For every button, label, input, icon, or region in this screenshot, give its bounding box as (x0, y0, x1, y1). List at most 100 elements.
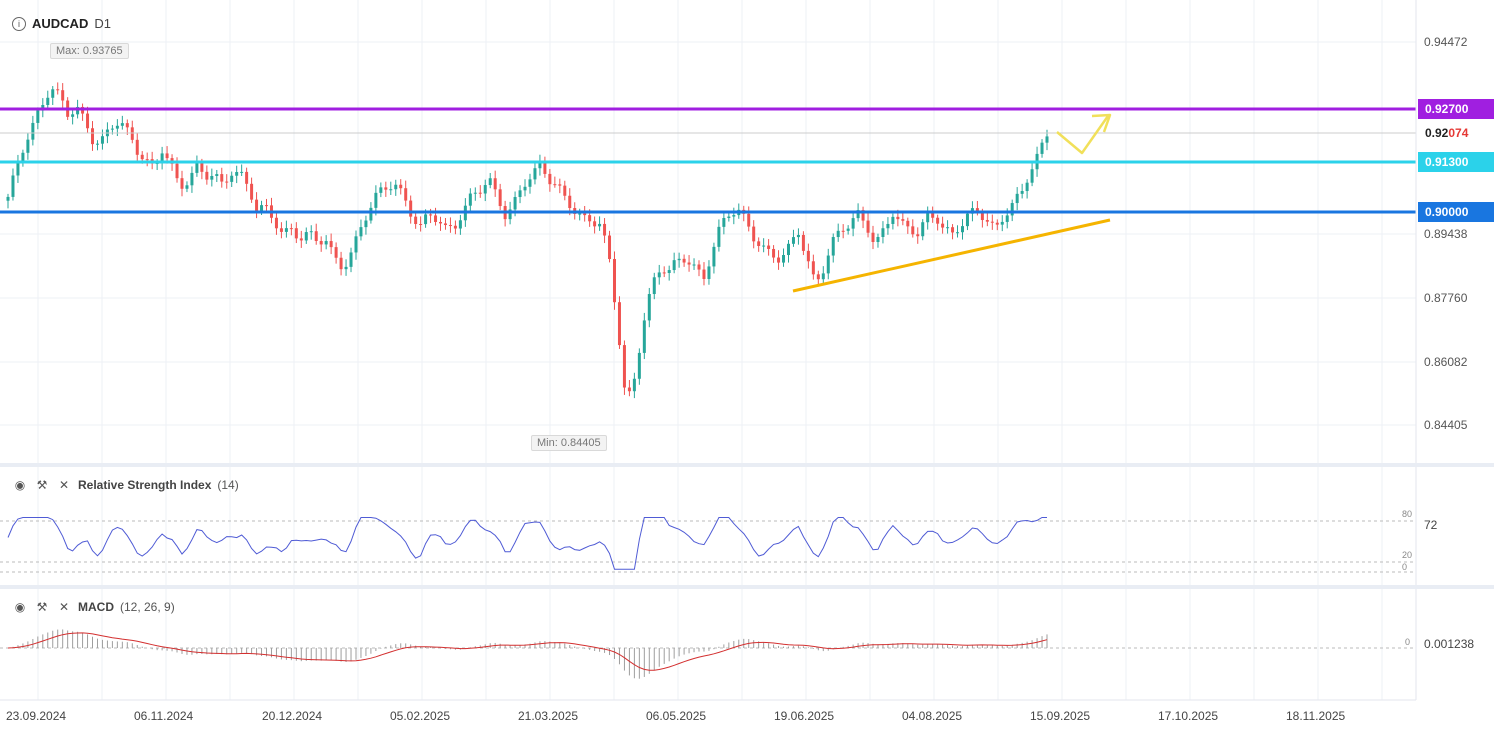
candle-body (354, 236, 358, 253)
current-price-label: 0.92074 (1425, 126, 1469, 140)
candle-body (732, 215, 736, 217)
candle-body (429, 214, 433, 216)
candle-body (394, 184, 398, 190)
candle-body (707, 266, 711, 279)
forecast-arrow[interactable] (1056, 115, 1110, 155)
candle-body (896, 216, 900, 220)
candle-body (831, 237, 835, 256)
candle-body (782, 255, 786, 263)
candle-body (299, 238, 303, 241)
candle-body (95, 143, 99, 145)
candle-body (990, 221, 994, 223)
price-tick-label: 0.94472 (1424, 35, 1468, 49)
time-tick-label: 04.08.2025 (902, 709, 962, 723)
candle-body (448, 225, 452, 227)
candle-body (583, 213, 587, 216)
candle-body (145, 159, 149, 161)
candle-body (419, 224, 423, 226)
candle-body (294, 228, 298, 239)
candle-body (747, 213, 751, 227)
candle-body (349, 252, 353, 267)
candle-body (608, 235, 612, 260)
macd-current-value: 0.001238 (1424, 637, 1474, 651)
candle-body (86, 113, 90, 129)
candle-body (642, 320, 646, 353)
wrench-icon[interactable]: ⚒ (36, 478, 48, 492)
candle-body (374, 192, 378, 208)
candle-body (210, 175, 214, 180)
candle-body (603, 223, 607, 236)
candle-body (752, 226, 756, 242)
macd-panel: 0 0.001238 (0, 629, 1474, 679)
candle-body (364, 220, 368, 228)
close-icon[interactable]: ✕ (58, 478, 70, 492)
macd-params: (12, 26, 9) (120, 600, 175, 614)
candle-body (667, 270, 671, 274)
price-tick-label: 0.84405 (1424, 418, 1468, 432)
candle-body (493, 178, 497, 190)
wrench-icon[interactable]: ⚒ (36, 600, 48, 614)
candle-body (816, 274, 820, 280)
candle-body (240, 171, 244, 173)
candle-body (717, 226, 721, 247)
candle-body (617, 302, 621, 346)
candle-body (682, 258, 686, 263)
level-badge[interactable] (1418, 152, 1494, 172)
candle-body (424, 214, 428, 225)
eye-icon[interactable]: ◉ (14, 600, 26, 614)
info-icon[interactable]: i (12, 16, 26, 31)
price-tick-label: 0.89438 (1424, 227, 1468, 241)
candle-body (314, 231, 318, 241)
candle-body (588, 215, 592, 222)
panel-separator-rsi[interactable] (0, 463, 1494, 467)
rising-trendline[interactable] (792, 218, 1111, 293)
candle-body (359, 227, 363, 237)
panel-separator-macd[interactable] (0, 585, 1494, 589)
candle-body (165, 153, 169, 159)
candle-body (11, 175, 15, 197)
candle-body (71, 114, 75, 117)
candle-body (185, 185, 189, 189)
candle-body (956, 232, 960, 234)
candle-body (180, 178, 184, 189)
candle-body (120, 123, 124, 126)
candle-body (439, 221, 443, 224)
candle-body (846, 228, 850, 231)
candle-body (672, 260, 676, 271)
candle-body (821, 273, 825, 280)
level-badge[interactable] (1418, 99, 1494, 119)
candle-body (921, 222, 925, 237)
candle-body (861, 210, 865, 221)
close-icon[interactable]: ✕ (58, 600, 70, 614)
candle-body (309, 231, 313, 233)
candle-body (523, 186, 527, 191)
eye-icon[interactable]: ◉ (14, 478, 26, 492)
candle-body (468, 193, 472, 206)
candle-body (1025, 182, 1029, 192)
time-tick-label: 23.09.2024 (6, 709, 66, 723)
current-price-prefix: 0.92 (1425, 126, 1449, 140)
candle-body (508, 209, 512, 220)
candle-body (399, 184, 403, 189)
candle-body (369, 207, 373, 221)
candle-body (160, 153, 164, 163)
candle-body (284, 228, 288, 232)
level-badge[interactable] (1418, 202, 1494, 222)
candle-body (279, 228, 283, 232)
candle-body (677, 258, 681, 261)
candle-body (245, 171, 249, 184)
macd-header: ◉ ⚒ ✕ MACD (12, 26, 9) (12, 599, 175, 615)
candle-body (215, 174, 219, 176)
current-price-suffix: 074 (1448, 126, 1468, 140)
candle-body (1015, 193, 1019, 204)
candle-body (265, 205, 269, 207)
candle-body (806, 250, 810, 262)
grid-lines (0, 0, 1416, 700)
candle-body (443, 223, 447, 226)
candle-body (786, 243, 790, 256)
rsi-level-label: 80 (1402, 509, 1412, 519)
candle-body (791, 237, 795, 244)
candle-body (488, 178, 492, 186)
timeframe-label[interactable]: D1 (94, 16, 111, 31)
